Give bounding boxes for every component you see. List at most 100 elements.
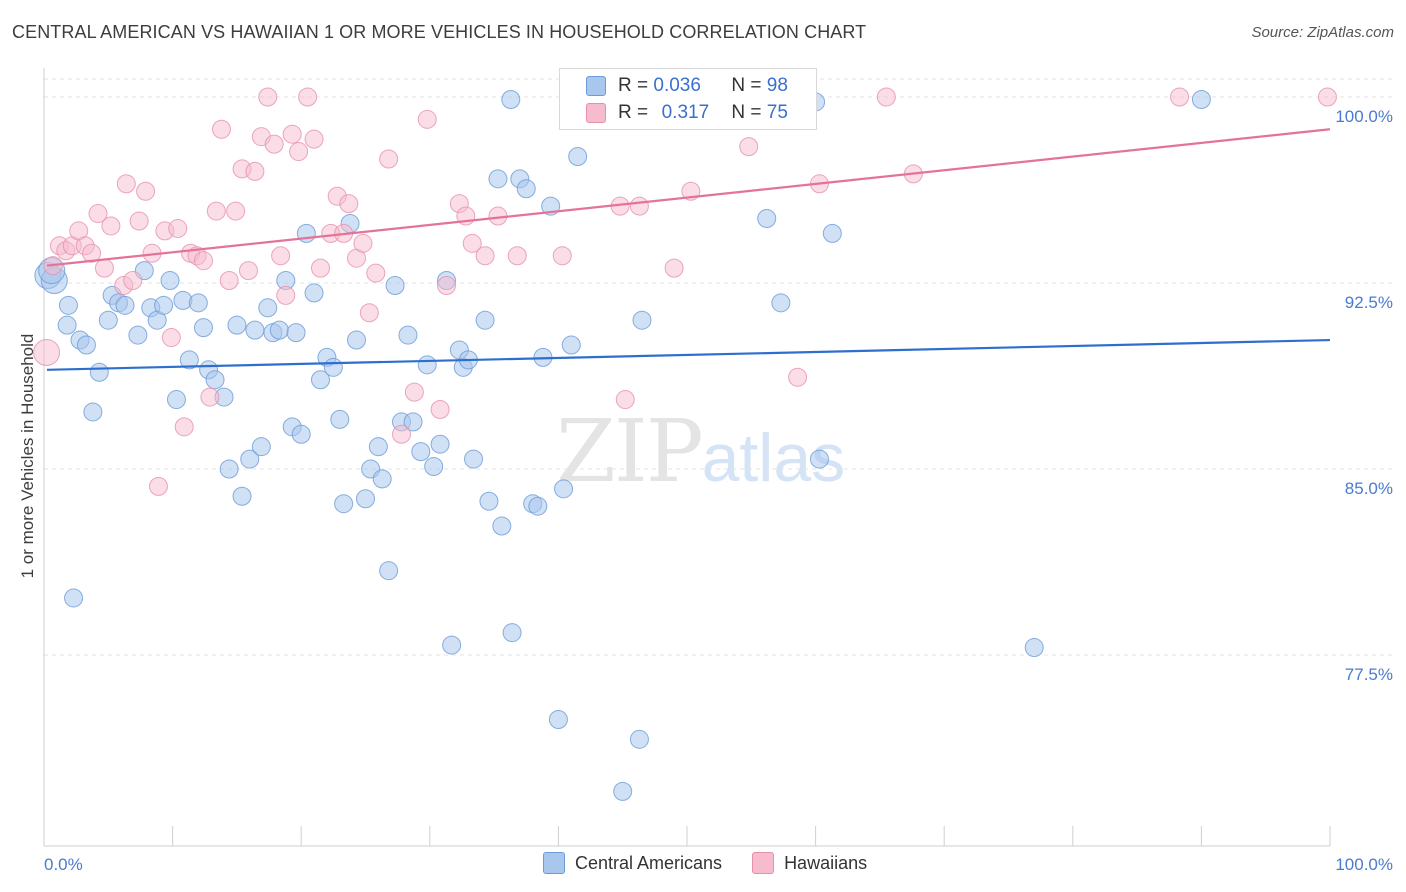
hawaiians-point — [615, 390, 635, 410]
central-americans-point — [269, 320, 289, 340]
hawaiians-point — [359, 303, 379, 323]
central-americans-point — [57, 315, 77, 335]
pink-swatch-icon — [586, 103, 606, 123]
central-americans-point — [310, 370, 330, 390]
central-americans-point — [1191, 89, 1211, 109]
hawaiians-point — [168, 218, 188, 238]
central-americans-point — [372, 469, 392, 489]
legend-label: Hawaiians — [784, 852, 868, 873]
central-americans-point — [205, 370, 225, 390]
legend-row-central-americans: R = 0.036 N = 98 — [586, 73, 788, 99]
central-americans-point — [291, 424, 311, 444]
central-americans-point — [98, 310, 118, 330]
hawaiians-point — [238, 261, 258, 281]
hawaiians-point — [462, 233, 482, 253]
hawaiians-point — [552, 246, 572, 266]
central-americans-point — [166, 390, 186, 410]
y-tick-label: 100.0% — [1335, 107, 1393, 126]
r-label: R = — [618, 102, 649, 123]
x-tick-label: 0.0% — [44, 855, 83, 874]
hawaiians-trendline — [46, 128, 1331, 267]
hawaiians-point — [379, 149, 399, 169]
hawaiians-point — [289, 142, 309, 162]
central-americans-point — [516, 179, 536, 199]
hawaiians-point — [392, 424, 412, 444]
central-americans-point — [502, 623, 522, 643]
central-americans-point — [403, 412, 423, 432]
y-tick-label: 77.5% — [1345, 665, 1393, 684]
central-americans-point — [115, 295, 135, 315]
central-americans-point — [334, 494, 354, 514]
hawaiians-point — [739, 137, 759, 157]
central-americans-point — [385, 275, 405, 295]
central-americans-point — [411, 442, 431, 462]
blue-swatch-icon — [586, 76, 606, 96]
hawaiians-point — [245, 161, 265, 181]
hawaiians-point — [88, 204, 108, 224]
central-americans-point — [330, 409, 350, 429]
hawaiians-point — [507, 246, 527, 266]
hawaiians-point — [264, 134, 284, 154]
central-americans-point — [160, 271, 180, 291]
hawaiians-point — [876, 87, 896, 107]
hawaiians-point — [193, 251, 213, 271]
central-americans-point — [193, 318, 213, 338]
hawaiians-point — [276, 285, 296, 305]
watermark-zip: ZIP — [556, 402, 704, 502]
central-americans-point — [258, 298, 278, 318]
r-value: 0.317 — [661, 102, 710, 123]
central-americans-point — [219, 459, 239, 479]
hawaiians-point — [116, 174, 136, 194]
central-americans-point — [232, 486, 252, 506]
hawaiians-point — [339, 194, 359, 214]
hawaiians-point — [404, 382, 424, 402]
central-americans-point — [492, 516, 512, 536]
central-americans-point — [568, 147, 588, 167]
central-americans-point — [613, 781, 633, 801]
hawaiians-point — [129, 211, 149, 231]
central-americans-point — [154, 295, 174, 315]
central-americans-trendline — [46, 338, 1331, 371]
r-value: 0.036 — [653, 75, 701, 96]
legend-item-hawaiians[interactable]: Hawaiians — [752, 852, 867, 874]
y-axis-title: 1 or more Vehicles in Household — [18, 333, 37, 579]
central-americans-point — [89, 362, 109, 382]
central-americans-point — [479, 491, 499, 511]
central-americans-point — [442, 635, 462, 655]
n-value: 75 — [766, 102, 788, 123]
stats-legend: R = 0.036 N = 98 R = 0.317 N = 75 — [559, 68, 817, 130]
central-americans-point — [632, 310, 652, 330]
central-americans-point — [323, 357, 343, 377]
central-americans-point — [1024, 638, 1044, 658]
blue-swatch-icon — [543, 852, 565, 874]
hawaiians-point — [94, 258, 114, 278]
hawaiians-point — [258, 87, 278, 107]
hawaiians-point — [200, 387, 220, 407]
y-tick-label: 92.5% — [1345, 293, 1393, 312]
legend-item-central-americans[interactable]: Central Americans — [543, 852, 722, 874]
central-americans-point — [58, 295, 78, 315]
hawaiians-point — [1317, 87, 1337, 107]
hawaiians-point — [629, 196, 649, 216]
y-tick-label: 85.0% — [1345, 479, 1393, 498]
series-legend: Central Americans Hawaiians — [543, 852, 897, 874]
n-label: N = — [731, 75, 762, 96]
hawaiians-point — [304, 129, 324, 149]
central-americans-point — [83, 402, 103, 422]
hawaiians-point — [1170, 87, 1190, 107]
hawaiians-point — [417, 109, 437, 129]
hawaiians-point — [430, 399, 450, 419]
hawaiians-point — [282, 124, 302, 144]
central-americans-point — [488, 169, 508, 189]
hawaiians-point — [353, 233, 373, 253]
r-label: R = — [618, 75, 649, 96]
hawaiians-point — [101, 216, 121, 236]
central-americans-point — [822, 223, 842, 243]
central-americans-point — [188, 293, 208, 313]
central-americans-point — [424, 457, 444, 477]
central-americans-point — [809, 449, 829, 469]
central-americans-point — [771, 293, 791, 313]
hawaiians-point — [174, 417, 194, 437]
legend-row-hawaiians: R = 0.317 N = 75 — [586, 100, 788, 126]
